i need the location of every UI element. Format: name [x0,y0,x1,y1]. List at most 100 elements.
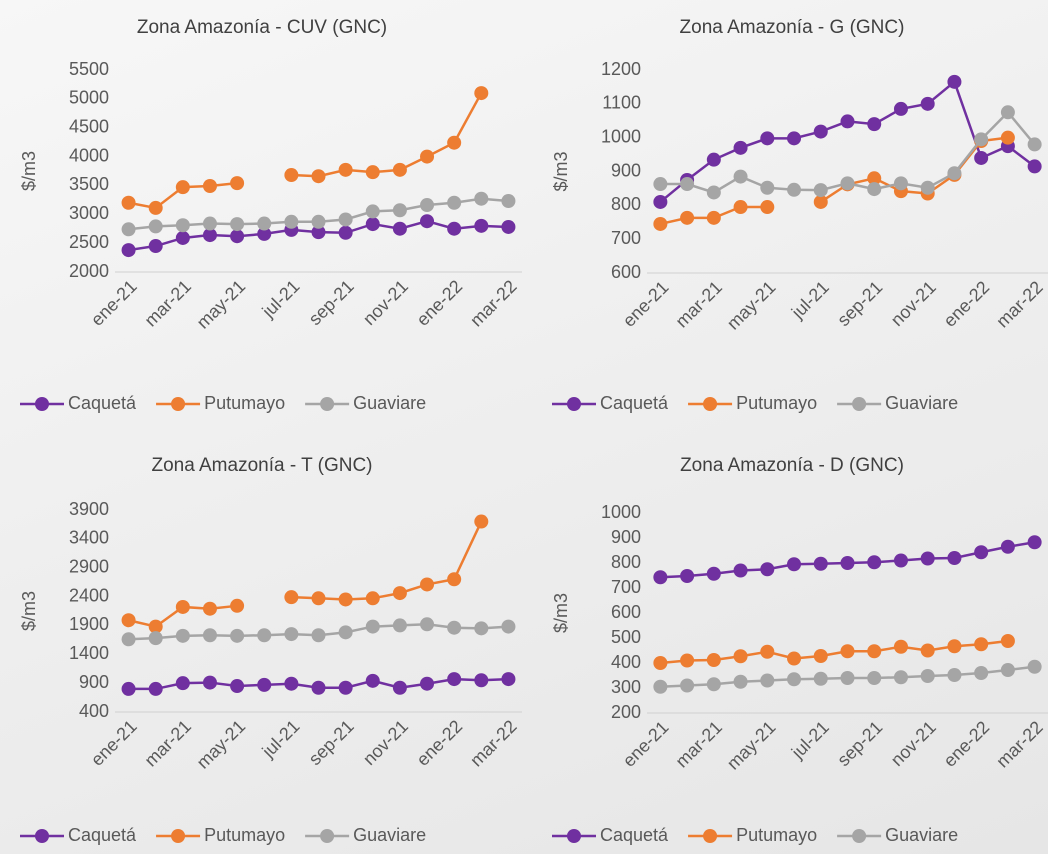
y-tick-label: 3400 [69,528,109,548]
data-point [1027,137,1042,152]
y-tick-label: 900 [611,527,641,547]
legend-label: Guaviare [885,825,958,845]
data-point [706,566,721,581]
legend-marker [703,829,718,843]
data-point [230,679,245,694]
data-point [920,96,935,111]
data-point [202,228,217,243]
y-tick-label: 2500 [69,232,109,252]
data-point [365,217,380,232]
data-point [947,551,962,565]
data-point [893,639,908,654]
data-point [680,678,695,693]
data-point [974,545,989,560]
legend-label: Caquetá [600,825,669,845]
y-tick-label: 3000 [69,203,109,223]
data-point [365,204,380,219]
y-tick-label: 3900 [69,499,109,519]
data-point [840,556,855,570]
legend-label: Caquetá [68,825,137,845]
data-point [257,628,272,643]
y-tick-label: 900 [611,160,641,180]
y-tick-label: 1000 [601,502,641,522]
data-point [733,563,748,578]
data-point [733,140,748,155]
data-point [392,221,407,236]
data-point [813,183,828,198]
data-point [760,644,775,659]
data-point [653,194,668,209]
x-tick-label: sep-21 [833,717,886,770]
data-point [867,117,882,132]
data-point [1000,105,1015,120]
data-point [920,643,935,658]
x-tick-label: nov-21 [887,717,940,770]
legend-marker [35,829,49,843]
data-point [365,619,380,634]
data-point [311,591,326,606]
data-point [121,222,136,237]
data-point [175,180,190,195]
x-tick-label: mar-21 [672,277,726,331]
data-point [392,680,407,695]
x-tick-label: mar-21 [141,276,195,330]
data-point [148,239,163,254]
data-point [311,169,326,184]
data-point [420,617,435,632]
legend-label: Caquetá [600,393,669,413]
data-point [284,676,299,691]
data-point [392,618,407,633]
data-point [1000,663,1015,677]
data-point [813,124,828,139]
data-point [392,203,407,218]
y-tick-label: 3500 [69,174,109,194]
y-axis-title: $/m3 [551,151,571,191]
data-point [653,679,668,694]
chart-title: Zona Amazonía - D (GNC) [680,455,904,476]
legend-marker [171,397,186,411]
data-point [175,230,190,245]
data-point [974,150,989,165]
x-tick-label: ene-22 [413,276,467,330]
data-point [284,214,299,229]
y-tick-label: 700 [611,228,641,248]
y-tick-label: 400 [611,652,641,672]
data-point [1000,634,1015,648]
data-point [733,169,748,184]
x-tick-label: mar-22 [466,276,520,330]
data-point [706,677,721,692]
y-tick-label: 800 [611,552,641,572]
y-tick-label: 1200 [601,59,641,79]
y-tick-label: 600 [611,262,641,282]
x-tick-label: jul-21 [787,717,833,763]
legend-marker [852,397,867,411]
data-point [338,162,353,177]
x-tick-label: nov-21 [359,716,412,769]
data-point [230,229,245,244]
y-tick-label: 900 [79,672,109,692]
data-point [257,216,272,231]
data-point [920,551,935,566]
y-tick-label: 4500 [69,116,109,136]
data-point [474,621,489,636]
data-point [175,628,190,643]
data-point [501,672,516,687]
data-point [840,644,855,659]
x-tick-label: nov-21 [359,276,412,329]
data-point [202,216,217,231]
data-point [733,649,748,664]
data-point [121,632,136,647]
data-point [974,666,989,680]
data-point [175,676,190,691]
legend-label: Putumayo [736,825,817,845]
data-point [420,676,435,691]
x-tick-label: mar-22 [992,717,1046,771]
data-point [787,672,802,687]
y-tick-label: 2900 [69,556,109,576]
data-point [447,572,462,587]
data-point [392,162,407,177]
data-point [257,677,272,692]
data-point [920,669,935,683]
data-point [420,198,435,213]
chart-title: Zona Amazonía - T (GNC) [151,455,372,476]
